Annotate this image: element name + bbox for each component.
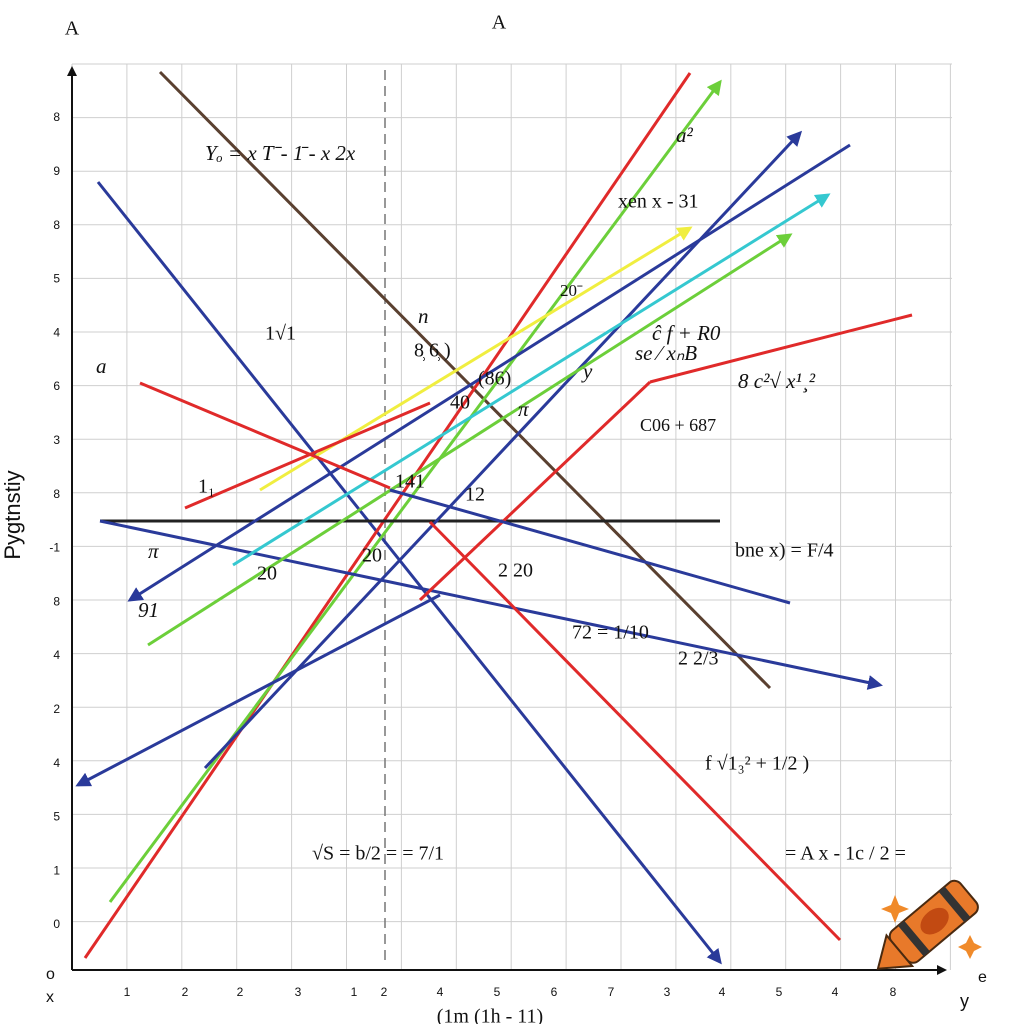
annotation: n [418,304,429,328]
annotation: √S = b/2 = = 7/1 [312,843,444,865]
annotation: a² [676,123,694,147]
y-tick-label: 5 [53,272,60,286]
y-tick-label: 8 [53,110,60,124]
annotation: bne x) = F/4 [735,540,834,562]
x-tick-label: 5 [494,985,501,999]
y-tick-label: 4 [53,325,60,339]
y-tick-label: 8 [53,487,60,501]
crayon-icon [876,879,982,970]
line [232,193,831,567]
x-tick-label: 3 [295,985,302,999]
y-axis-label: Pygtnstiy [0,470,25,559]
line [75,593,441,787]
line [428,520,842,942]
x-tick-label: 6 [551,985,558,999]
x-tick-label: 4 [832,985,839,999]
y-tick-label: 6 [53,379,60,393]
y-tick-label: 4 [53,648,60,662]
annotations: Yₒ = x Tˉ- 1̄ - x 2x a² xen x - 31 20ˉ n… [96,123,906,865]
x-tick-label: 7 [608,985,615,999]
y-tick-label: 2 [53,702,60,716]
x-tick-label: 5 [776,985,783,999]
line [127,143,851,602]
annotation: 20 [362,545,382,567]
x-tick-label: 3 [664,985,671,999]
y-tick-label: 0 [53,917,60,931]
x-tick-label: 4 [719,985,726,999]
x-tick-label: 2 [381,985,388,999]
y-tick-label: 5 [53,810,60,824]
annotation: 72 = 1/10 [572,622,649,644]
annotation: se ⁄ xₙB [635,341,697,365]
line [108,79,722,903]
x-tick-label: 2 [182,985,189,999]
line [418,380,652,602]
annotation: (86) [478,368,511,390]
line [203,130,803,770]
line [158,70,772,690]
x-tick-label: 1 [124,985,131,999]
y-tick-label: -1 [49,541,60,555]
line [649,313,913,384]
annotation: π [148,539,159,563]
axis-top-label: A [65,18,80,40]
y-tick-label: 8 [53,218,60,232]
line [147,233,793,647]
annotation: 8̹ 6̹ ) [414,340,451,362]
annotation: a [96,354,107,378]
annotation: Yₒ = x Tˉ- 1̄ - x 2x [205,141,356,165]
x-tick-label: 1 [351,985,358,999]
corner-label: x [46,989,54,1006]
x-tick-label: 4 [437,985,444,999]
annotation: 8 c²√ x¹¸² [738,369,816,393]
line [259,226,693,492]
annotation: 1√1 [265,323,296,345]
lines [75,70,913,965]
bottom-label: (1m (1h - 11) [437,1006,543,1024]
annotation: 141 [395,471,425,493]
annotation: f √1₃² + 1/2 ) [705,753,809,775]
line [99,519,883,690]
line [96,181,722,965]
corner-label: e [978,969,987,986]
annotation: y [581,359,593,383]
x-tick-label: 8 [890,985,897,999]
line [389,488,791,605]
annotation: ĉ f + R0 [652,321,721,345]
y-tick-label: 4 [53,756,60,770]
annotation: 20ˉ [560,281,583,300]
corner-label: y [960,991,969,1011]
line [83,72,692,959]
axis-top-label: A [492,12,507,34]
annotation: 2 2/3 [678,648,719,670]
annotation: 12 [465,484,485,506]
annotation: C06 + 687 [640,415,716,435]
annotation: π [518,397,529,421]
annotation: xen x - 31 [618,191,699,213]
annotation: 40 [450,392,470,414]
line [139,381,391,490]
annotation: 2 20 [498,560,533,582]
annotation: 91 [138,598,159,622]
annotation: = A x - 1c / 2 = [785,843,906,865]
x-tick-label: 2 [237,985,244,999]
y-tick-label: 9 [53,164,60,178]
annotation: 1₁ [198,476,215,498]
y-tick-label: 1 [53,863,60,877]
y-tick-label: 8 [53,594,60,608]
corner-label: o [46,966,55,983]
y-tick-label: 3 [53,433,60,447]
line [184,401,431,510]
annotation: 20 [257,563,277,585]
